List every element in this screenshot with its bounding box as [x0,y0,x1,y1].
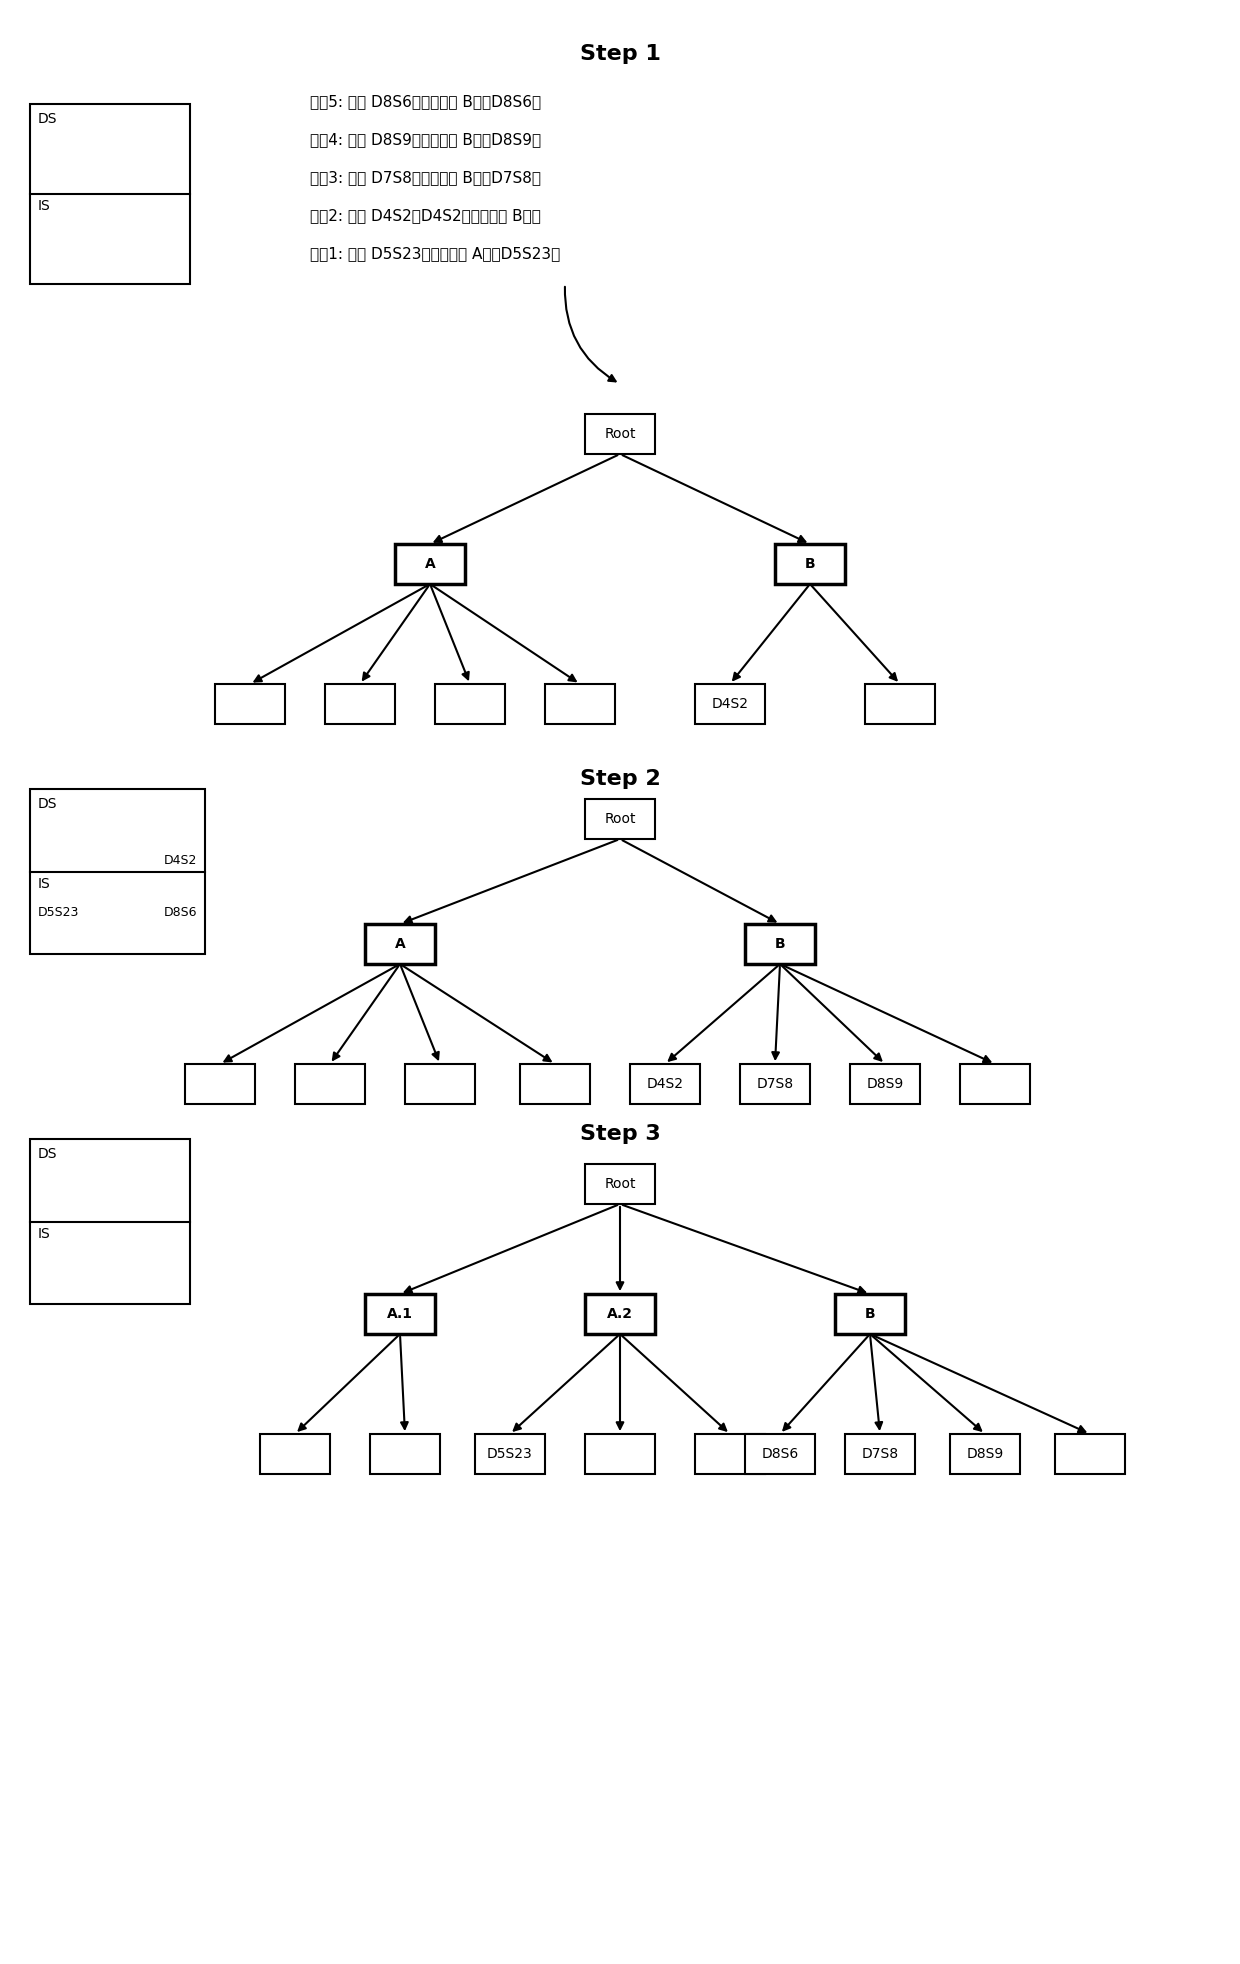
Text: A: A [394,937,405,951]
Bar [630,1064,701,1104]
Bar [185,1064,255,1104]
Text: D4S2: D4S2 [164,854,197,866]
Bar [435,683,505,725]
Text: 指令4: 插入 D8S9（选取节点 B插入D8S9）: 指令4: 插入 D8S9（选取节点 B插入D8S9） [310,132,541,147]
Text: Step 3: Step 3 [579,1123,661,1143]
Bar [835,1294,905,1334]
Text: D8S9: D8S9 [867,1076,904,1090]
Bar [585,414,655,454]
Bar [694,683,765,725]
Text: D5S23: D5S23 [38,905,79,919]
Bar [1055,1434,1125,1475]
Bar [215,683,285,725]
Bar [520,1064,590,1104]
Text: 指令3: 插入 D7S8（选取节点 B插入D7S8）: 指令3: 插入 D7S8（选取节点 B插入D7S8） [310,171,541,185]
Text: D4S2: D4S2 [646,1076,683,1090]
Bar [585,799,655,839]
Text: Root: Root [604,1176,636,1190]
Bar [585,1165,655,1204]
Text: B: B [864,1306,875,1322]
Bar [396,544,465,583]
Text: Step 1: Step 1 [579,43,661,65]
Bar [960,1064,1030,1104]
Bar [745,1434,815,1475]
Bar [295,1064,365,1104]
Text: D4S2: D4S2 [712,697,749,711]
Bar [365,923,435,964]
Text: 指令2: 删除 D4S2（D4S2存储在节点 B中）: 指令2: 删除 D4S2（D4S2存储在节点 B中） [310,208,541,224]
Bar [775,544,844,583]
Bar [370,1434,440,1475]
Text: D7S8: D7S8 [756,1076,794,1090]
Bar [30,104,190,285]
Bar [475,1434,546,1475]
Text: DS: DS [38,1147,57,1161]
Bar [30,1139,190,1304]
Bar [950,1434,1021,1475]
Text: A.2: A.2 [608,1306,632,1322]
Text: 指令1: 插入 D5S23（选取节点 A插入D5S23）: 指令1: 插入 D5S23（选取节点 A插入D5S23） [310,246,560,261]
Text: IS: IS [38,198,51,212]
Bar [849,1064,920,1104]
Bar [585,1294,655,1334]
Bar [405,1064,475,1104]
Text: DS: DS [38,797,57,811]
Bar [30,790,205,955]
Bar [745,923,815,964]
Text: A: A [424,558,435,572]
Text: A.1: A.1 [387,1306,413,1322]
Bar [260,1434,330,1475]
Text: 指令5: 插入 D8S6（选取节点 B插入D8S6）: 指令5: 插入 D8S6（选取节点 B插入D8S6） [310,94,541,108]
Text: D8S6: D8S6 [761,1447,799,1461]
Text: B: B [775,937,785,951]
Bar [325,683,396,725]
Text: Root: Root [604,811,636,827]
Text: B: B [805,558,816,572]
Bar [844,1434,915,1475]
Text: D5S23: D5S23 [487,1447,533,1461]
Text: IS: IS [38,1228,51,1241]
Bar [546,683,615,725]
Bar [694,1434,765,1475]
Text: D8S9: D8S9 [966,1447,1003,1461]
Text: D8S6: D8S6 [164,905,197,919]
Bar [740,1064,810,1104]
Text: D7S8: D7S8 [862,1447,899,1461]
Bar [585,1434,655,1475]
Bar [365,1294,435,1334]
Text: DS: DS [38,112,57,126]
Text: IS: IS [38,878,51,892]
Text: Step 2: Step 2 [579,770,661,790]
Bar [866,683,935,725]
Text: Root: Root [604,426,636,442]
